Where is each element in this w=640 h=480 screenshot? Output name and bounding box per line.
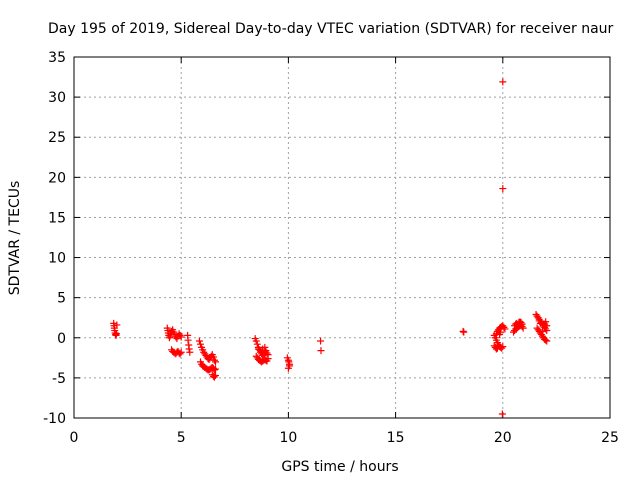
ticks	[73, 56, 611, 419]
data-point	[165, 334, 173, 342]
data-point	[112, 330, 120, 338]
data-point	[543, 337, 551, 345]
data-point	[263, 349, 271, 357]
y-tick-label: 5	[57, 291, 66, 307]
y-tick-label: -5	[52, 371, 66, 387]
data-point	[317, 347, 325, 355]
data-point	[285, 362, 293, 370]
data-point	[499, 343, 507, 351]
x-tick-label: 20	[494, 430, 512, 446]
data-point	[195, 337, 203, 345]
data-point	[212, 358, 220, 366]
x-tick-label: 10	[279, 430, 297, 446]
x-tick-label: 25	[601, 430, 619, 446]
data-point	[210, 373, 218, 381]
data-point	[177, 348, 185, 356]
y-tick-label: 20	[48, 170, 66, 186]
data-point	[176, 331, 184, 339]
data-point	[209, 353, 217, 361]
data-point	[176, 350, 184, 358]
data-point	[536, 319, 544, 327]
data-point	[518, 320, 526, 328]
data-point	[517, 319, 525, 327]
data-point	[261, 343, 269, 351]
data-point	[499, 185, 507, 193]
y-tick-label: 0	[57, 331, 66, 347]
data-point	[184, 336, 192, 344]
y-tick-label: 15	[48, 210, 66, 226]
data-point	[542, 318, 550, 326]
data-point	[252, 337, 260, 345]
data-point	[542, 336, 550, 344]
data-point	[113, 321, 121, 329]
x-tick-label: 0	[70, 430, 79, 446]
data-point	[543, 322, 551, 330]
data-point	[212, 365, 220, 373]
y-tick-labels: -10 -5 0 5 10 15 20 25 30 35	[43, 50, 66, 427]
chart-title: Day 195 of 2019, Sidereal Day-to-day VTE…	[48, 21, 614, 37]
y-axis-label: SDTVAR / TECUs	[7, 181, 23, 296]
data-point	[212, 371, 220, 379]
data-point	[538, 327, 546, 335]
data-point	[460, 328, 468, 336]
x-axis-label: GPS time / hours	[281, 459, 398, 475]
data-point	[186, 348, 194, 356]
y-tick-label: 10	[48, 251, 66, 267]
data-point	[210, 356, 218, 364]
x-tick-label: 15	[387, 430, 405, 446]
data-point	[519, 324, 527, 332]
data-point	[210, 366, 218, 374]
y-tick-label: -10	[43, 411, 66, 427]
data-point	[185, 345, 193, 353]
grid	[74, 57, 610, 418]
plot-frame	[73, 56, 611, 419]
data-point	[500, 323, 508, 331]
data-point	[459, 327, 467, 335]
data-point	[497, 328, 505, 336]
data-point	[177, 333, 185, 341]
data-point	[499, 78, 507, 86]
data-point	[501, 325, 509, 333]
data-point	[498, 410, 506, 418]
data-points	[110, 78, 551, 418]
y-tick-label: 30	[48, 90, 66, 106]
y-tick-label: 35	[48, 50, 66, 66]
data-point	[253, 340, 261, 348]
data-point	[492, 345, 500, 353]
data-point	[317, 337, 325, 345]
data-point	[196, 340, 204, 348]
data-point	[264, 355, 272, 363]
y-tick-label: 25	[48, 130, 66, 146]
x-tick-labels: 0 5 10 15 20 25	[70, 430, 619, 446]
x-tick-label: 5	[177, 430, 186, 446]
data-point	[493, 344, 501, 352]
